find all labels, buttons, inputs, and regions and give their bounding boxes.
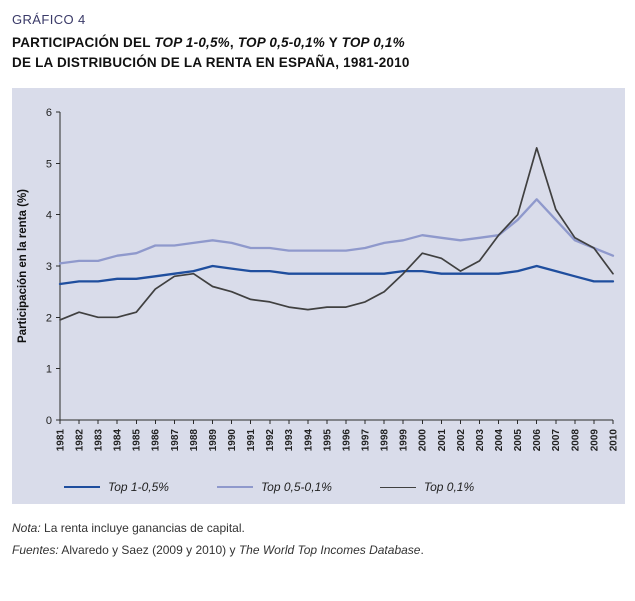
- y-tick-label: 1: [46, 364, 52, 376]
- x-tick-label: 2009: [589, 429, 600, 452]
- x-tick-label: 1990: [227, 429, 238, 452]
- legend-item: Top 0,5-0,1%: [216, 480, 332, 495]
- page: GRÁFICO 4 PARTICIPACIÓN DEL TOP 1-0,5%, …: [12, 12, 625, 559]
- x-tick-label: 1986: [151, 429, 162, 452]
- x-tick-label: 2000: [418, 429, 429, 452]
- note-line: Nota: La renta incluye ganancias de capi…: [12, 520, 625, 537]
- x-tick-label: 1991: [246, 429, 257, 452]
- title-line-1: PARTICIPACIÓN DEL TOP 1-0,5%, TOP 0,5-0,…: [12, 33, 625, 53]
- sources-line: Fuentes: Alvaredo y Saez (2009 y 2010) y…: [12, 542, 625, 559]
- x-tick-label: 2006: [532, 429, 543, 452]
- x-tick-label: 1993: [284, 429, 295, 452]
- x-tick-label: 2003: [475, 429, 486, 452]
- text-segment: TOP 0,5-0,1%: [237, 35, 326, 50]
- text-segment: Fuentes:: [12, 542, 59, 557]
- chart-legend: Top 1-0,5% Top 0,5-0,1% Top 0,1%: [12, 480, 625, 494]
- text-segment: .: [420, 542, 424, 557]
- x-tick-label: 2001: [437, 429, 448, 452]
- x-tick-label: 2008: [570, 429, 581, 452]
- x-tick-label: 1995: [322, 429, 333, 452]
- x-tick-label: 2005: [513, 429, 524, 452]
- title-line-2: DE LA DISTRIBUCIÓN DE LA RENTA EN ESPAÑA…: [12, 53, 625, 73]
- text-segment: Nota:: [12, 521, 41, 536]
- y-tick-label: 2: [46, 312, 52, 324]
- x-tick-label: 1982: [74, 429, 85, 452]
- x-tick-label: 2010: [608, 429, 619, 452]
- x-tick-label: 2004: [494, 429, 505, 452]
- x-tick-label: 1997: [361, 429, 372, 452]
- text-segment: The World Top Incomes Database: [238, 542, 421, 557]
- legend-label: Top 0,5-0,1%: [260, 480, 332, 495]
- series-line-2: [58, 198, 615, 265]
- legend-swatch-line: [379, 486, 416, 488]
- text-segment: DE LA DISTRIBUCIÓN DE LA RENTA EN ESPAÑA…: [12, 54, 410, 70]
- legend-swatch-line: [64, 486, 100, 489]
- x-tick-label: 1996: [341, 429, 352, 452]
- x-tick-label: 1988: [189, 429, 200, 452]
- notes: Nota: La renta incluye ganancias de capi…: [12, 520, 625, 559]
- chart-panel: 0 1 2 3 4 5 6 1981 1982 1983 1984 1985 1986 1987 1988 1…: [12, 88, 625, 505]
- x-tick-label: 1981: [55, 429, 66, 452]
- y-tick-label: 3: [46, 261, 52, 273]
- x-tick-label: 1983: [94, 429, 105, 452]
- text-segment: TOP 0,1%: [341, 35, 405, 50]
- y-axis-label: Participación en la renta (%): [17, 189, 29, 343]
- legend-swatch-line: [216, 486, 253, 489]
- legend-label: Top 1-0,5%: [108, 480, 169, 495]
- text-segment: Y: [325, 35, 342, 50]
- x-tick-label: 1984: [113, 429, 124, 452]
- y-tick-label: 0: [46, 415, 52, 427]
- x-tick-label: 2007: [551, 429, 562, 452]
- y-tick-label: 5: [46, 158, 52, 170]
- y-tick-label: 4: [46, 210, 52, 222]
- text-segment: Alvaredo y Saez (2009 y 2010) y: [58, 542, 239, 557]
- legend-item: Top 0,1%: [379, 480, 475, 495]
- legend-label: Top 0,1%: [423, 480, 475, 495]
- x-tick-label: 1994: [303, 429, 314, 452]
- x-tick-label: 1998: [380, 429, 391, 452]
- chart-title: PARTICIPACIÓN DEL TOP 1-0,5%, TOP 0,5-0,…: [12, 33, 625, 72]
- series-line-1: [58, 264, 615, 286]
- x-tick-label: 1987: [170, 429, 181, 452]
- x-tick-label: 1985: [132, 429, 143, 452]
- x-tick-label: 1992: [265, 429, 276, 452]
- x-tick-label: 1989: [208, 429, 219, 452]
- y-tick-label: 6: [46, 107, 52, 119]
- line-chart: 0 1 2 3 4 5 6 1981 1982 1983 1984 1985 1986 1987 1988 1…: [17, 107, 619, 452]
- text-segment: PARTICIPACIÓN DEL: [12, 35, 155, 50]
- chart-kicker: GRÁFICO 4: [12, 12, 86, 27]
- text-segment: ,: [229, 35, 238, 50]
- x-tick-label: 1999: [399, 429, 410, 452]
- legend-item: Top 1-0,5%: [64, 480, 169, 494]
- series-line-3: [59, 147, 614, 321]
- text-segment: La renta incluye ganancias de capital.: [40, 521, 245, 536]
- x-tick-label: 2002: [456, 429, 467, 452]
- text-segment: TOP 1-0,5%: [154, 35, 230, 50]
